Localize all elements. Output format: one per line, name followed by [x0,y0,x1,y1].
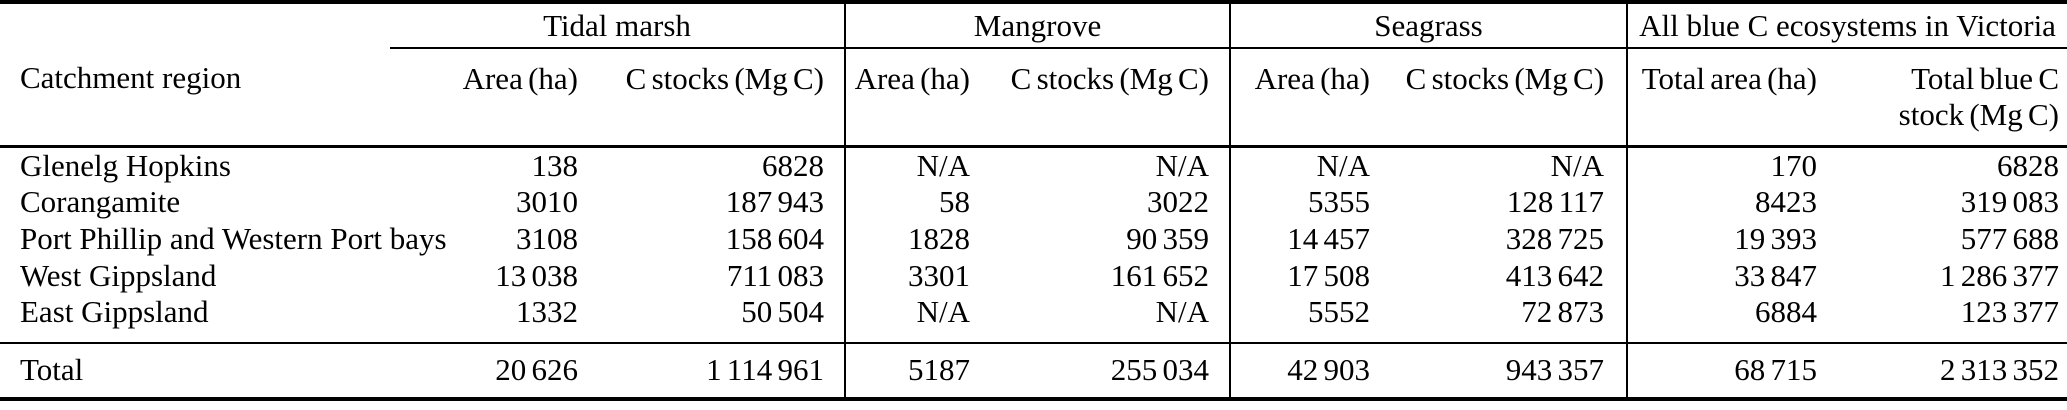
value-cell: 3022 [1147,183,1209,219]
table-row-corangamite: Corangamite 3010 187 943 58 3022 5355 12… [0,183,2067,221]
table-row-glenelg-hopkins: Glenelg Hopkins 138 6828 N/A N/A N/A N/A… [0,146,2067,184]
table-header: Tidal marsh Mangrove Seagrass All blue C… [0,2,2067,148]
region-cell: Glenelg Hopkins [20,147,231,183]
col-header-mangrove-c-stocks: C stocks (Mg C) [987,48,1230,148]
value-cell: 6828 [762,147,824,183]
table-row-east-gippsland: East Gippsland 1332 50 504 N/A N/A 5552 … [0,294,2067,343]
group-header-all-blue-c: All blue C ecosystems in Victoria [1626,2,2067,49]
total-value-cell: 255 034 [987,341,1230,399]
value-cell: 123 377 [1960,294,2060,330]
value-cell: 187 943 [725,183,824,219]
value-cell: N/A [1155,294,1209,330]
value-cell: 19 393 [1626,220,1863,258]
value-cell: 5355 [1229,183,1387,221]
value-cell: 6884 [1626,294,1863,343]
region-cell: West Gippsland [20,257,217,293]
total-value-cell: 5187 [844,341,987,399]
table-body: Glenelg Hopkins 138 6828 N/A N/A N/A N/A… [0,146,2067,343]
col-header-tidal-marsh-area: Area (ha) [390,48,590,148]
value-cell: 577 688 [1960,220,2060,256]
value-cell: 158 604 [725,220,824,256]
value-cell: N/A [844,294,987,343]
total-value-cell: 20 626 [390,341,590,399]
value-cell: 413 642 [1505,257,1605,293]
value-cell: 13 038 [495,257,578,293]
value-cell: 8423 [1626,183,1863,221]
group-header-mangrove: Mangrove [844,2,1230,49]
value-cell: 50 504 [741,294,824,330]
total-label-cell: Total [0,341,390,399]
table-row-west-gippsland: West Gippsland 13 038 711 083 3301 161 6… [0,257,2067,295]
total-value-cell: 943 357 [1387,341,1628,399]
value-cell: 3010 [516,183,578,219]
region-cell: Corangamite [20,183,181,219]
value-cell: 1332 [516,294,578,330]
total-value-cell: 1 114 961 [590,341,845,399]
total-value-cell: 2 313 352 [1862,341,2067,399]
value-cell: 3301 [844,257,987,295]
value-cell: 5552 [1229,294,1387,343]
value-cell: 319 083 [1960,183,2060,219]
value-cell: 328 725 [1505,220,1605,256]
group-header-spacer [0,2,390,48]
col-header-total-area: Total area (ha) [1626,48,1863,148]
value-cell: 170 [1626,146,1863,184]
value-cell: 128 117 [1506,183,1605,219]
value-cell: 161 652 [1110,257,1209,293]
value-cell: N/A [1550,147,1605,183]
col-header-mangrove-area: Area (ha) [844,48,987,148]
value-cell: 17 508 [1229,257,1387,295]
blue-carbon-table: Tidal marsh Mangrove Seagrass All blue C… [0,0,2067,401]
value-cell: 1828 [844,220,987,258]
value-cell: 14 457 [1229,220,1387,258]
value-cell: 138 [531,147,579,183]
value-cell: 1 286 377 [1939,257,2060,293]
total-value-cell: 42 903 [1229,341,1387,399]
col-header-seagrass-c-stocks: C stocks (Mg C) [1387,48,1628,148]
value-cell: 3108 [516,220,578,256]
group-header-tidal-marsh: Tidal marsh [390,2,845,49]
table-row-port-phillip: Port Phillip and Western Port bays 3108 … [0,220,2067,258]
value-cell: 90 359 [1126,220,1209,256]
value-cell: N/A [844,146,987,184]
col-header-tidal-marsh-c-stocks: C stocks (Mg C) [590,48,845,148]
value-cell: 33 847 [1626,257,1863,295]
total-value-cell: 68 715 [1626,341,1863,399]
region-cell: Port Phillip and Western Port bays [20,220,447,256]
column-header-row: Catchment region Area (ha) C stocks (Mg … [0,48,2067,148]
group-header-seagrass: Seagrass [1228,2,1628,49]
col-header-total-blue-c-stock: Total blue C stock (Mg C) [1862,48,2067,148]
col-header-catchment-region: Catchment region [0,48,390,148]
table-footer: Total 20 626 1 114 961 5187 255 034 42 9… [0,341,2067,399]
value-cell: N/A [1229,146,1387,184]
value-cell: 58 [844,183,987,221]
value-cell: 711 083 [726,257,824,293]
value-cell: 72 873 [1521,294,1605,330]
col-header-seagrass-area: Area (ha) [1229,48,1387,148]
region-cell: East Gippsland [20,294,209,330]
value-cell: 6828 [1997,147,2060,183]
table-row-total: Total 20 626 1 114 961 5187 255 034 42 9… [0,341,2067,399]
value-cell: N/A [1155,147,1209,183]
group-header-row: Tidal marsh Mangrove Seagrass All blue C… [0,2,2067,49]
